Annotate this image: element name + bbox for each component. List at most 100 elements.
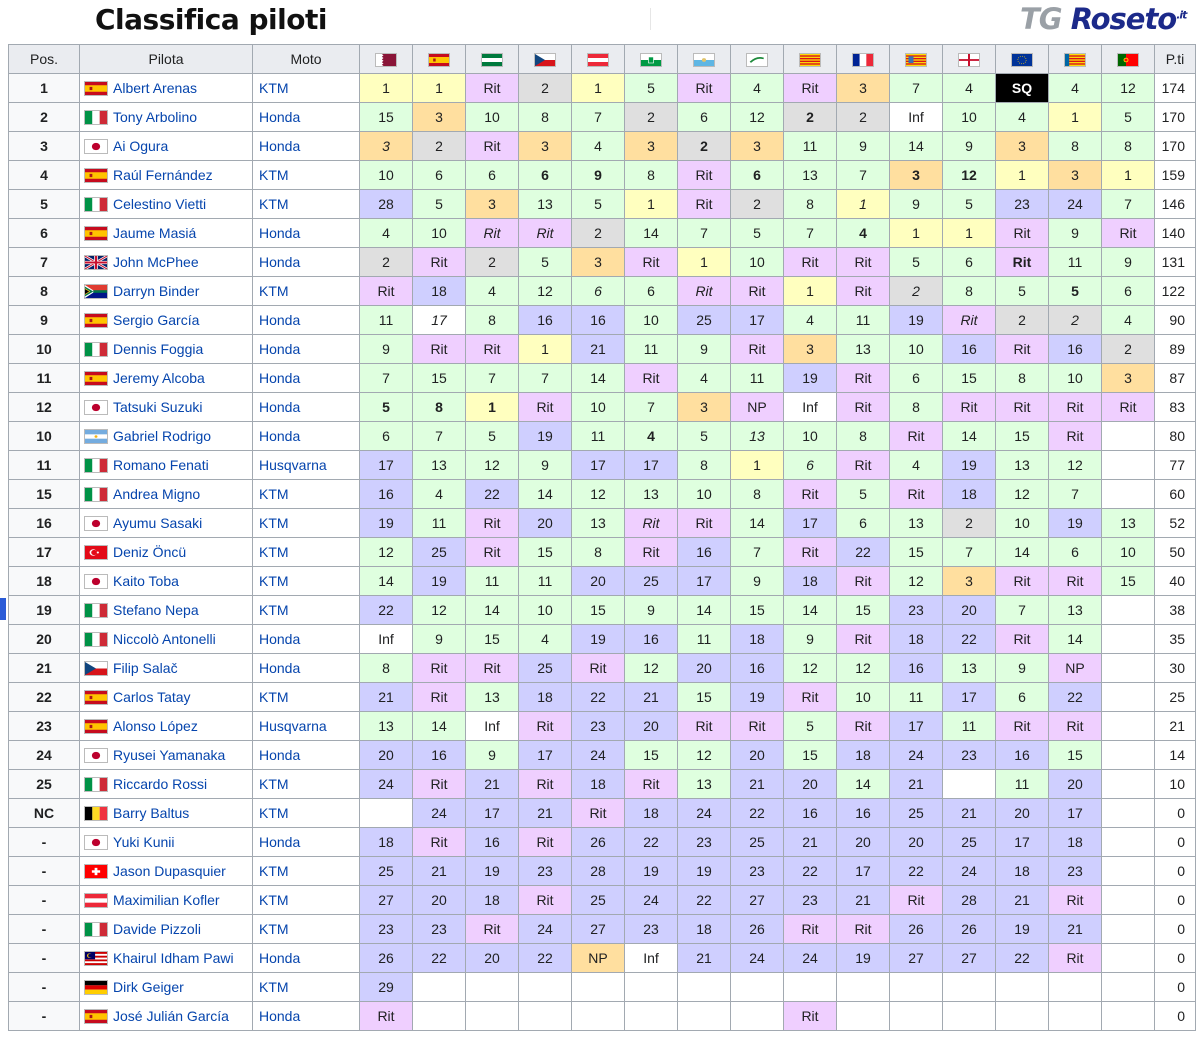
race-result-cell (571, 1001, 625, 1031)
race-result-cell (1101, 798, 1155, 828)
bike-link[interactable]: Honda (259, 950, 301, 966)
bike-link[interactable]: Honda (259, 834, 301, 850)
rider-name-link[interactable]: Jason Dupasquier (113, 863, 226, 879)
rider-name-link[interactable]: Deniz Öncü (113, 544, 187, 560)
rider-name-link[interactable]: Riccardo Rossi (113, 776, 208, 792)
col-header-race-10[interactable] (836, 44, 890, 74)
bike-link[interactable]: Honda (259, 1008, 301, 1024)
bike-link[interactable]: Honda (259, 225, 301, 241)
rider-name-link[interactable]: Filip Salač (113, 660, 178, 676)
race-result-cell: 19 (359, 508, 413, 538)
bike-link[interactable]: KTM (259, 544, 289, 560)
race-result-cell: 23 (783, 885, 837, 915)
rider-name-link[interactable]: Khairul Idham Pawi (113, 950, 234, 966)
bike-link[interactable]: KTM (259, 602, 289, 618)
col-header-race-5[interactable] (571, 44, 625, 74)
bike-link[interactable]: KTM (259, 196, 289, 212)
col-header-race-13[interactable] (995, 44, 1049, 74)
bike-link[interactable]: Honda (259, 312, 301, 328)
rider-name-link[interactable]: Tony Arbolino (113, 109, 198, 125)
bike-link[interactable]: Honda (259, 399, 301, 415)
rider-name-link[interactable]: Albert Arenas (113, 80, 198, 96)
teruel-flag-icon (958, 53, 980, 68)
rider-name-link[interactable]: John McPhee (113, 254, 199, 270)
race-result-cell: 2 (359, 247, 413, 277)
bike-link[interactable]: KTM (259, 921, 289, 937)
rider-name-link[interactable]: Ayumu Sasaki (113, 515, 203, 531)
rider-name-link[interactable]: Barry Baltus (113, 805, 190, 821)
rider-name-link[interactable]: Andrea Migno (113, 486, 201, 502)
rider-name-link[interactable]: Davide Pizzoli (113, 921, 201, 937)
bike-link[interactable]: Honda (259, 747, 301, 763)
bike-link[interactable]: KTM (259, 80, 289, 96)
col-header-race-8[interactable] (730, 44, 784, 74)
rider-name-link[interactable]: Carlos Tatay (113, 689, 191, 705)
bike-link[interactable]: KTM (259, 689, 289, 705)
bike-link[interactable]: KTM (259, 863, 289, 879)
rider-name-link[interactable]: Jeremy Alcoba (113, 370, 205, 386)
race-result-cell: 6 (518, 160, 572, 190)
race-result-cell: 7 (412, 421, 466, 451)
rider-name-link[interactable]: Tatsuki Suzuki (113, 399, 203, 415)
bike-link[interactable]: Honda (259, 109, 301, 125)
bike-link[interactable]: Honda (259, 254, 301, 270)
bike-link[interactable]: KTM (259, 167, 289, 183)
rider-name-link[interactable]: Celestino Vietti (113, 196, 207, 212)
rider-name-link[interactable]: Jaume Masiá (113, 225, 197, 241)
col-header-race-4[interactable] (518, 44, 572, 74)
bike-link[interactable]: Honda (259, 660, 301, 676)
rider-name-link[interactable]: Gabriel Rodrigo (113, 428, 212, 444)
race-result-cell: Rit (836, 566, 890, 596)
bike-link[interactable]: KTM (259, 979, 289, 995)
rider-name-link[interactable]: Yuki Kunii (113, 834, 175, 850)
bike-link[interactable]: KTM (259, 776, 289, 792)
race-result-cell: 20 (677, 653, 731, 683)
rider-name-link[interactable]: Kaito Toba (113, 573, 179, 589)
race-result-cell: 19 (677, 856, 731, 886)
col-header-race-3[interactable] (465, 44, 519, 74)
rider-name-link[interactable]: Niccolò Antonelli (113, 631, 216, 647)
bike-link[interactable]: Honda (259, 631, 301, 647)
col-header-race-7[interactable] (677, 44, 731, 74)
bike-link[interactable]: KTM (259, 805, 289, 821)
position-cell: - (8, 827, 80, 857)
bike-link[interactable]: KTM (259, 515, 289, 531)
bike-link[interactable]: Husqvarna (259, 718, 327, 734)
rider-name-link[interactable]: Dirk Geiger (113, 979, 184, 995)
rider-name-link[interactable]: Raúl Fernández (113, 167, 213, 183)
col-header-race-12[interactable] (942, 44, 996, 74)
race-result-cell: 4 (889, 450, 943, 480)
race-result-cell: 5 (1101, 102, 1155, 132)
race-result-cell (836, 1001, 890, 1031)
bike-link[interactable]: Honda (259, 341, 301, 357)
col-header-race-11[interactable] (889, 44, 943, 74)
rider-name-link[interactable]: Maximilian Kofler (113, 892, 220, 908)
rider-name-link[interactable]: Stefano Nepa (113, 602, 199, 618)
race-result-cell: 18 (730, 624, 784, 654)
bike-link[interactable]: Honda (259, 138, 301, 154)
rider-name-link[interactable]: Ryusei Yamanaka (113, 747, 226, 763)
rider-name-link[interactable]: José Julián García (113, 1008, 229, 1024)
position-cell: 10 (8, 421, 80, 451)
rider-name-link[interactable]: Ai Ogura (113, 138, 169, 154)
col-header-race-9[interactable] (783, 44, 837, 74)
rider-name-link[interactable]: Alonso López (113, 718, 198, 734)
bike-link[interactable]: KTM (259, 573, 289, 589)
rider-name-link[interactable]: Darryn Binder (113, 283, 200, 299)
rider-name-link[interactable]: Sergio García (113, 312, 200, 328)
col-header-race-15[interactable] (1101, 44, 1155, 74)
col-header-race-14[interactable] (1048, 44, 1102, 74)
bike-link[interactable]: KTM (259, 486, 289, 502)
bike-link[interactable]: Husqvarna (259, 457, 327, 473)
bike-link[interactable]: Honda (259, 428, 301, 444)
bike-link[interactable]: Honda (259, 370, 301, 386)
bike-link[interactable]: KTM (259, 283, 289, 299)
bike-link[interactable]: KTM (259, 892, 289, 908)
race-result-cell: Rit (1048, 392, 1102, 422)
col-header-race-2[interactable] (412, 44, 466, 74)
col-header-race-1[interactable] (359, 44, 413, 74)
rider-name-link[interactable]: Romano Fenati (113, 457, 209, 473)
col-header-race-6[interactable] (624, 44, 678, 74)
bike-cell: KTM (252, 537, 360, 567)
rider-name-link[interactable]: Dennis Foggia (113, 341, 204, 357)
